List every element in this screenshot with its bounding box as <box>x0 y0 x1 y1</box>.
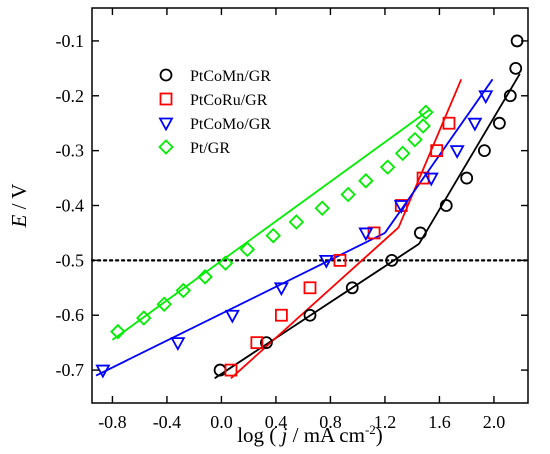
y-tick-label: -0.1 <box>56 31 85 51</box>
data-point <box>385 253 399 267</box>
data-point <box>95 364 111 379</box>
data-point <box>136 310 152 326</box>
x-tick-label: 0.0 <box>210 412 233 432</box>
data-point <box>423 172 439 187</box>
data-point <box>239 241 256 258</box>
data-point <box>478 90 494 105</box>
legend-label: PtCoRu/GR <box>190 92 268 109</box>
data-point <box>393 200 409 214</box>
legend-marker <box>159 68 173 82</box>
data-point <box>250 336 264 350</box>
data-point <box>407 131 423 148</box>
data-point <box>442 116 456 130</box>
data-point <box>288 214 305 230</box>
data-point <box>492 116 506 130</box>
data-point <box>273 282 289 297</box>
x-tick-label: -0.4 <box>153 412 182 432</box>
x-tick-label: 0.8 <box>319 412 342 432</box>
data-point <box>340 186 356 203</box>
data-point <box>274 308 288 322</box>
x-tick-label: -0.8 <box>98 412 127 432</box>
data-point <box>224 363 238 377</box>
data-point <box>358 227 374 242</box>
y-axis-title: E / V <box>7 184 31 229</box>
data-point <box>110 323 126 340</box>
legend-label: PtCoMo/GR <box>190 116 271 133</box>
x-tick-label: 2.0 <box>483 412 506 432</box>
data-point <box>460 171 474 185</box>
y-tick-label: -0.6 <box>56 305 85 325</box>
data-point <box>345 281 359 295</box>
data-point <box>413 226 427 240</box>
data-point <box>333 253 347 267</box>
data-point <box>156 296 172 313</box>
data-point <box>303 281 317 295</box>
x-tick-label: 1.6 <box>428 412 451 432</box>
legend-marker <box>158 139 174 155</box>
data-point <box>477 144 491 158</box>
data-point <box>265 227 281 244</box>
data-point <box>394 145 411 162</box>
data-point <box>467 117 483 132</box>
fit-line <box>418 73 521 245</box>
data-point <box>415 118 431 134</box>
data-point <box>509 61 523 75</box>
data-point <box>439 199 453 212</box>
fit-line <box>111 108 431 341</box>
legend-marker <box>159 92 173 106</box>
axes-group: -0.8 -0.4 0.0 0.4 0.8 1.2 1.6 2.0 -0.7 -0.6 -0.5 -0… <box>56 7 529 432</box>
data-point <box>170 337 186 352</box>
fit-line <box>95 232 386 377</box>
data-point <box>379 159 396 175</box>
legend-label: PtCoMn/GR <box>190 68 271 85</box>
data-point <box>503 89 517 103</box>
data-point <box>175 282 192 299</box>
legend-marker <box>158 117 174 132</box>
data-point <box>418 104 434 121</box>
x-axis-title: log ( j / mA cm-2) <box>237 422 383 447</box>
data-point <box>430 144 444 158</box>
legend-label: Pt/GR <box>190 140 230 157</box>
y-tick-label: -0.3 <box>56 141 85 161</box>
legend: PtCoMn/GR PtCoRu/GR PtCoMo/GR Pt/GR <box>158 68 271 157</box>
data-point <box>217 255 234 271</box>
data-point <box>197 269 213 285</box>
y-tick-label: -0.2 <box>56 86 85 106</box>
plot-frame <box>91 7 529 404</box>
data-point <box>358 173 374 189</box>
data-point <box>303 308 317 322</box>
fit-line <box>214 243 420 380</box>
x-tick-label: 0.4 <box>265 412 288 432</box>
data-points-group <box>95 34 524 379</box>
y-tick-label: -0.5 <box>56 250 85 270</box>
y-tick-label: -0.4 <box>56 196 85 216</box>
data-point <box>259 336 273 350</box>
fit-line <box>397 78 463 228</box>
data-point <box>314 200 331 217</box>
data-point <box>510 34 524 48</box>
y-tick-label: -0.7 <box>56 360 85 380</box>
data-point <box>224 309 240 324</box>
data-point <box>449 145 465 160</box>
data-point <box>318 254 334 269</box>
fit-line <box>230 226 400 379</box>
x-tick-label: 1.2 <box>374 412 397 432</box>
